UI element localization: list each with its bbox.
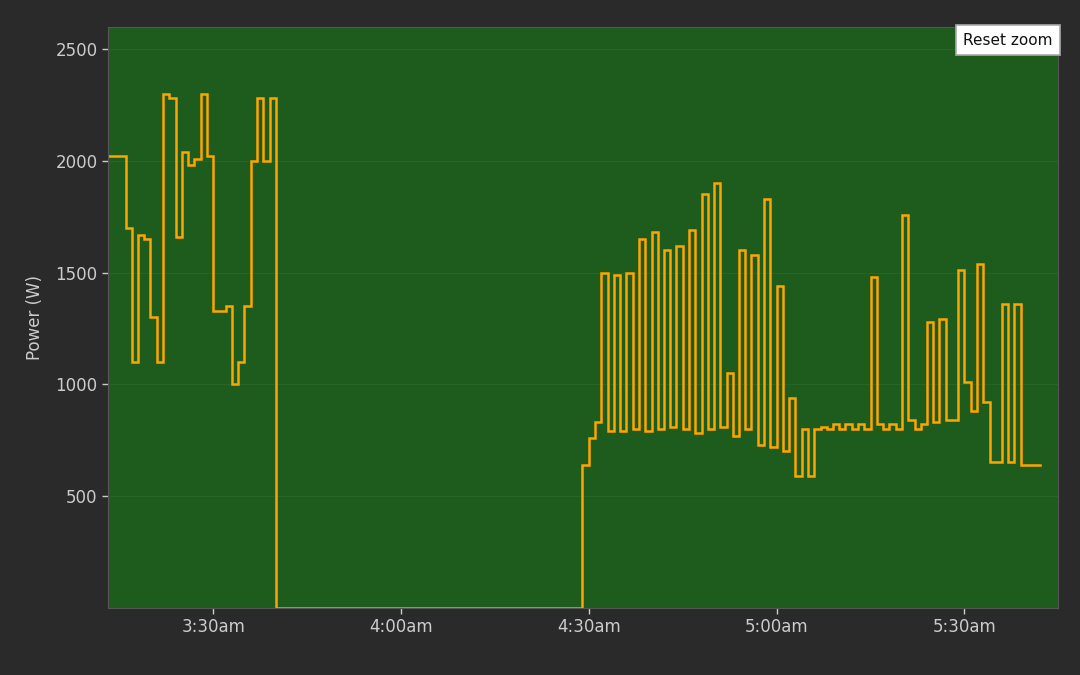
Text: Reset zoom: Reset zoom bbox=[963, 32, 1053, 47]
Y-axis label: Power (W): Power (W) bbox=[26, 275, 44, 360]
